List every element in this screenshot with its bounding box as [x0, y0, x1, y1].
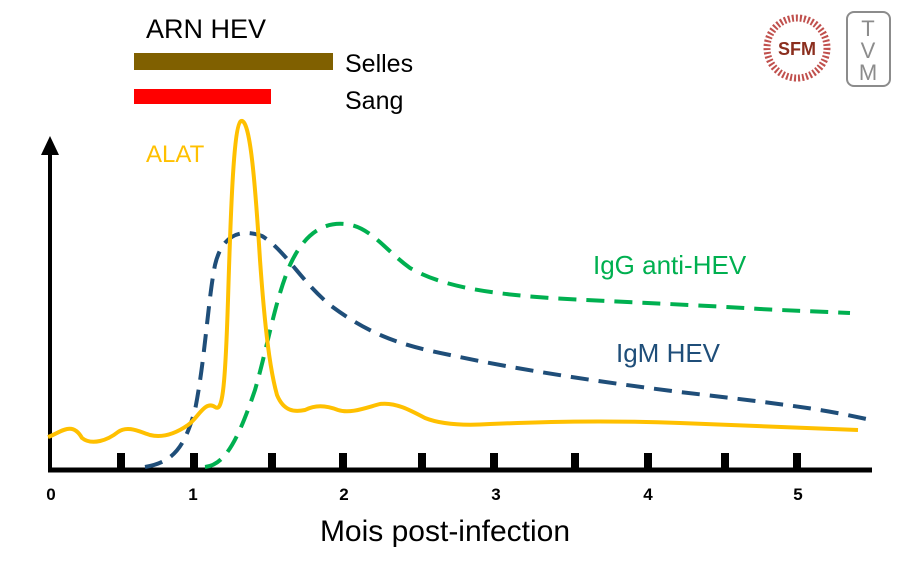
x-tick [571, 453, 579, 470]
x-tick [721, 453, 729, 470]
x-tick-label: 2 [339, 485, 348, 504]
x-tick [268, 453, 276, 470]
x-tick [117, 453, 125, 470]
tvm-logo: T V M [846, 11, 891, 87]
x-tick [418, 453, 426, 470]
x-tick [339, 453, 347, 470]
tvm-logo-letter: M [859, 60, 877, 85]
tvm-logo-letter: T [861, 16, 874, 41]
sfm-logo: SFM [763, 14, 831, 82]
x-tick-label: 1 [188, 485, 197, 504]
igg-curve [204, 221, 851, 469]
bar-sang [134, 89, 271, 104]
tvm-logo-letter: V [861, 38, 876, 63]
tvm-logo-frame [846, 11, 891, 87]
alat-label: ALAT [146, 141, 205, 168]
bar-sang-label: Sang [345, 87, 403, 115]
x-tick [793, 453, 801, 470]
bar-selles-label: Selles [345, 50, 413, 78]
sfm-logo-ring [763, 14, 831, 82]
igm-label: IgM HEV [616, 338, 721, 368]
x-tick [490, 453, 498, 470]
bar-selles [134, 53, 333, 70]
x-tick-label: 4 [643, 485, 653, 504]
x-tick-label: 5 [793, 485, 802, 504]
x-axis-title: Mois post-infection [320, 515, 570, 548]
y-axis-arrow [41, 136, 59, 155]
title-arn-hev: ARN HEV [146, 14, 266, 44]
sfm-logo-text: SFM [778, 39, 816, 59]
sfm-logo-center [774, 25, 820, 71]
alat-curve [47, 119, 859, 444]
x-axis-ticks [117, 453, 801, 470]
x-tick [190, 453, 198, 470]
igg-label: IgG anti-HEV [593, 250, 747, 280]
x-tick [644, 453, 652, 470]
x-tick-label: 3 [491, 485, 500, 504]
igm-curve [144, 230, 873, 469]
x-tick-label: 0 [46, 485, 55, 504]
